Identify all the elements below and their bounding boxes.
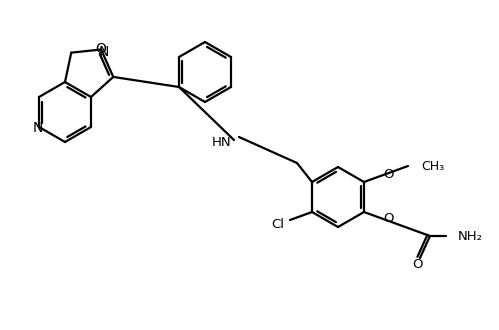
Text: N: N bbox=[33, 121, 43, 135]
Text: Cl: Cl bbox=[271, 217, 284, 230]
Text: O: O bbox=[384, 213, 394, 225]
Text: O: O bbox=[96, 42, 106, 55]
Text: CH₃: CH₃ bbox=[421, 160, 444, 174]
Text: N: N bbox=[99, 45, 109, 58]
Text: O: O bbox=[384, 169, 394, 182]
Text: HN: HN bbox=[212, 136, 232, 148]
Text: NH₂: NH₂ bbox=[458, 230, 483, 244]
Text: O: O bbox=[413, 258, 423, 272]
